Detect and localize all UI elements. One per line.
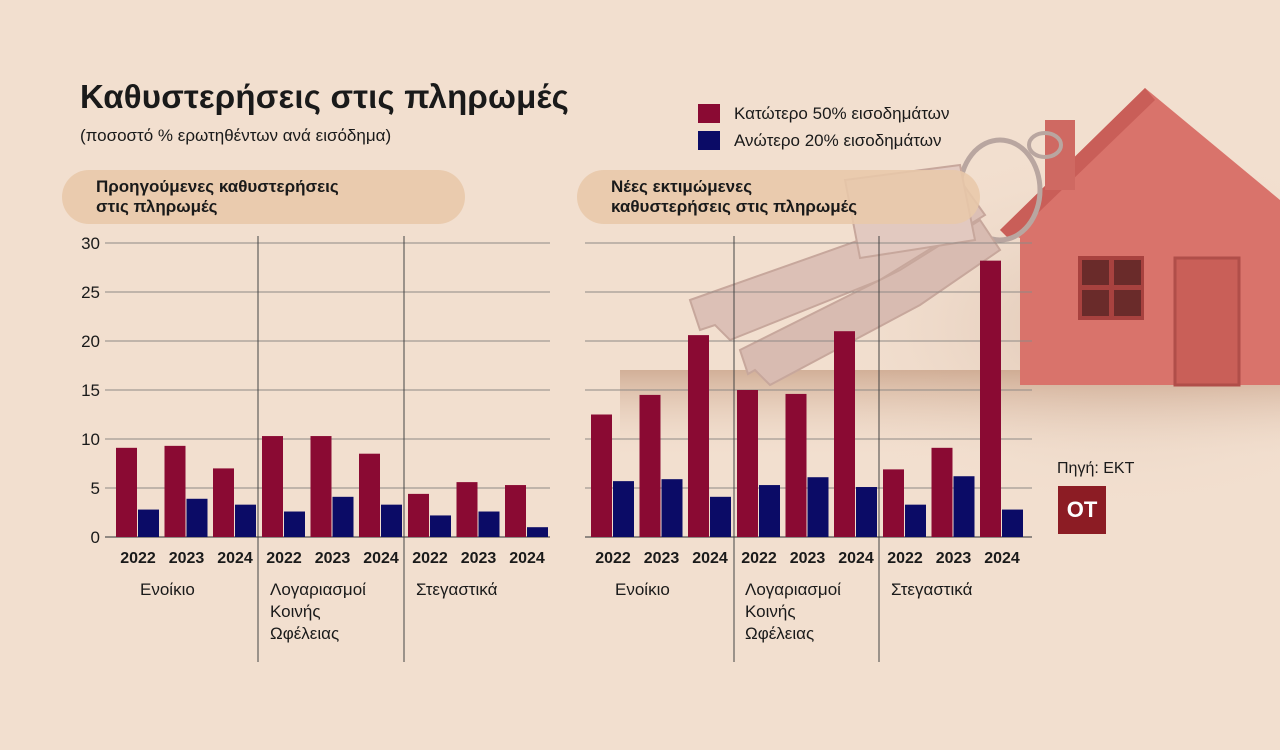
bar-bottom50 bbox=[505, 485, 526, 537]
bar-bottom50 bbox=[164, 445, 186, 537]
bar-top20 bbox=[661, 479, 683, 537]
y-tick-label: 10 bbox=[81, 430, 100, 449]
legend-swatch-top20 bbox=[698, 131, 720, 150]
x-tick-label: 2022 bbox=[266, 550, 302, 567]
bar-top20 bbox=[478, 511, 500, 537]
bar-top20 bbox=[284, 511, 305, 537]
category-label: Λογαριασμοί Κοινής Ωφέλειας bbox=[270, 580, 366, 643]
bar-top20 bbox=[381, 504, 402, 537]
bar-bottom50 bbox=[980, 260, 1001, 537]
page-subtitle: (ποσοστό % ερωτηθέντων ανά εισόδημα) bbox=[80, 126, 392, 145]
x-tick-label: 2024 bbox=[984, 550, 1020, 567]
x-tick-label: 2022 bbox=[741, 550, 777, 567]
bar-top20 bbox=[527, 527, 548, 537]
legend-item-bottom50: Κατώτερο 50% εισοδημάτων bbox=[698, 100, 949, 127]
y-tick-label: 25 bbox=[81, 283, 100, 302]
bar-bottom50 bbox=[737, 390, 758, 537]
panel-title-previous: Προηγούμενες καθυστερήσεις στις πληρωμές bbox=[62, 170, 465, 224]
bar-bottom50 bbox=[688, 335, 709, 537]
x-tick-label: 2024 bbox=[217, 550, 253, 567]
bar-bottom50 bbox=[262, 436, 283, 537]
bar-top20 bbox=[710, 496, 731, 537]
category-label: Ενοίκιο bbox=[140, 580, 195, 599]
bar-bottom50 bbox=[591, 414, 612, 537]
source-label: Πηγή: ΕΚΤ bbox=[1057, 460, 1135, 477]
y-tick-label: 20 bbox=[81, 332, 100, 351]
y-tick-label: 5 bbox=[91, 479, 100, 498]
y-tick-label: 30 bbox=[81, 234, 100, 253]
bar-top20 bbox=[332, 496, 354, 537]
bar-bottom50 bbox=[116, 447, 137, 537]
bar-bottom50 bbox=[639, 394, 661, 537]
bar-bottom50 bbox=[359, 453, 380, 537]
legend-item-top20: Ανώτερο 20% εισοδημάτων bbox=[698, 127, 949, 154]
category-label: Στεγαστικά bbox=[416, 580, 498, 599]
legend-label-bottom50: Κατώτερο 50% εισοδημάτων bbox=[734, 103, 950, 123]
bar-bottom50 bbox=[408, 493, 429, 537]
x-tick-label: 2022 bbox=[595, 550, 631, 567]
x-tick-label: 2023 bbox=[461, 550, 497, 567]
category-label: Λογαριασμοί Κοινής Ωφέλειας bbox=[745, 580, 841, 643]
bar-bottom50 bbox=[931, 447, 953, 537]
bar-top20 bbox=[953, 476, 975, 537]
x-tick-label: 2024 bbox=[838, 550, 874, 567]
bar-bottom50 bbox=[883, 469, 904, 537]
x-tick-label: 2024 bbox=[509, 550, 545, 567]
bar-top20 bbox=[186, 498, 208, 537]
bar-top20 bbox=[613, 481, 634, 537]
bar-bottom50 bbox=[310, 436, 332, 537]
bar-bottom50 bbox=[785, 393, 807, 537]
bar-top20 bbox=[856, 487, 877, 537]
x-tick-label: 2023 bbox=[169, 550, 205, 567]
x-tick-label: 2022 bbox=[887, 550, 923, 567]
y-tick-label: 15 bbox=[81, 381, 100, 400]
chart-legend: Κατώτερο 50% εισοδημάτων Ανώτερο 20% εισ… bbox=[698, 100, 949, 154]
ot-logo: ΟΤ bbox=[1058, 486, 1106, 534]
bar-top20 bbox=[1002, 509, 1023, 537]
category-label: Ενοίκιο bbox=[615, 580, 670, 599]
panel-title-new-estimated: Νέες εκτιμώμενες καθυστερήσεις στις πληρ… bbox=[577, 170, 980, 224]
legend-label-top20: Ανώτερο 20% εισοδημάτων bbox=[734, 130, 942, 150]
bar-top20 bbox=[759, 485, 780, 537]
bar-top20 bbox=[807, 477, 829, 537]
x-tick-label: 2024 bbox=[692, 550, 728, 567]
x-tick-label: 2023 bbox=[644, 550, 680, 567]
bar-top20 bbox=[138, 509, 159, 537]
x-tick-label: 2023 bbox=[315, 550, 351, 567]
bar-top20 bbox=[430, 515, 451, 537]
bar-bottom50 bbox=[456, 482, 478, 537]
bar-bottom50 bbox=[213, 468, 234, 537]
x-tick-label: 2022 bbox=[412, 550, 448, 567]
x-tick-label: 2023 bbox=[936, 550, 972, 567]
x-tick-label: 2023 bbox=[790, 550, 826, 567]
page-title: Καθυστερήσεις στις πληρωμές bbox=[80, 78, 569, 115]
y-tick-label: 0 bbox=[91, 528, 100, 547]
x-tick-label: 2024 bbox=[363, 550, 399, 567]
bar-bottom50 bbox=[834, 331, 855, 537]
bar-top20 bbox=[905, 504, 926, 537]
x-tick-label: 2022 bbox=[120, 550, 156, 567]
bar-top20 bbox=[235, 504, 256, 537]
legend-swatch-bottom50 bbox=[698, 104, 720, 123]
category-label: Στεγαστικά bbox=[891, 580, 973, 599]
